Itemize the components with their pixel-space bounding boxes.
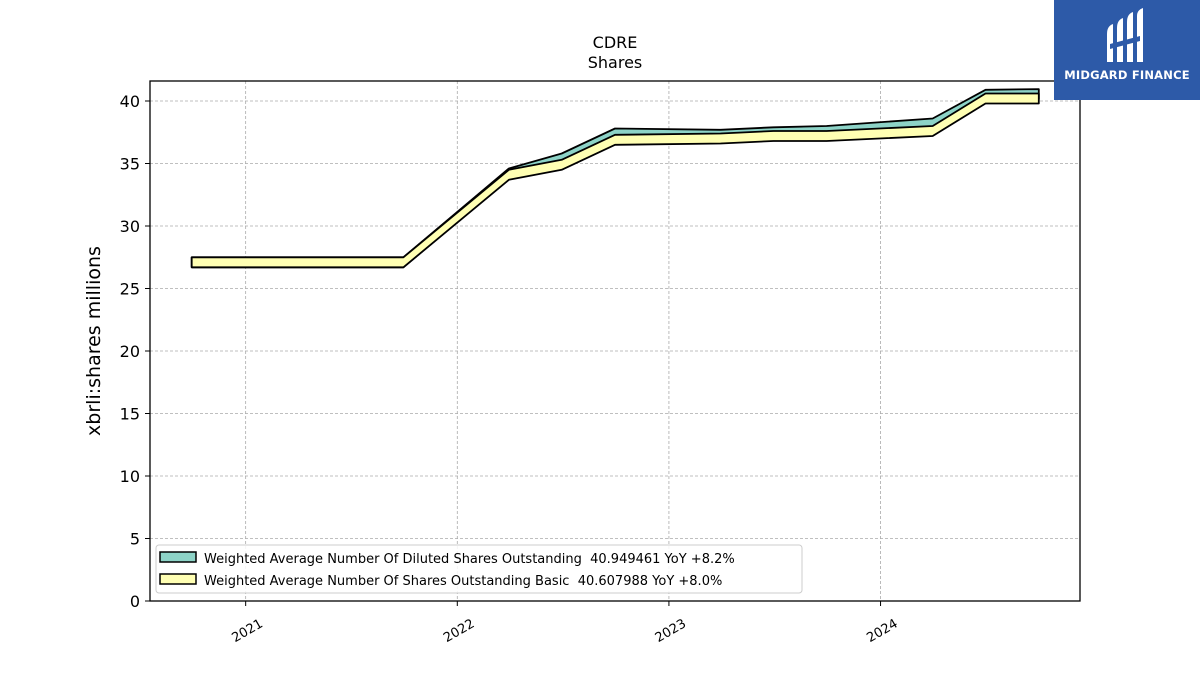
legend-label: Weighted Average Number Of Shares Outsta… [204,574,722,589]
y-tick-label: 10 [120,467,140,486]
chart-subtitle: Shares [588,53,643,72]
y-tick-label: 25 [120,280,140,299]
midgard-logo-icon [1107,8,1143,62]
legend-label: Weighted Average Number Of Diluted Share… [204,552,735,567]
plot-frame [149,80,1081,602]
y-tick-label: 30 [120,217,140,236]
x-tick-label: 2023 [653,616,689,646]
x-tick-label: 2022 [441,616,477,646]
y-tick-label: 20 [120,342,140,361]
y-tick-label: 0 [130,592,140,611]
legend: Weighted Average Number Of Diluted Share… [155,544,803,594]
chart-title: CDRE [593,33,638,52]
y-tick-label: 40 [120,92,140,111]
legend-box [155,544,803,594]
y-tick-label: 35 [120,155,140,174]
legend-swatch [159,551,197,563]
y-tick-label: 15 [120,405,140,424]
x-tick-label: 2024 [864,616,900,646]
y-tick-label: 5 [130,530,140,549]
series-layer [190,88,1040,269]
y-axis: 0 5 10 15 20 25 30 35 40 [120,92,150,611]
legend-swatch [159,573,197,585]
series-band-1 [190,88,1040,269]
y-axis-label: xbrli:shares millions [83,246,105,436]
brand-logo: MIDGARD FINANCE [1054,0,1200,100]
x-axis: 2021 2022 2023 2024 [230,601,901,646]
brand-logo-text: MIDGARD FINANCE [1064,68,1190,82]
grid-lines [150,81,1080,602]
series-band-2 [190,92,1040,269]
x-tick-label: 2021 [230,616,266,646]
